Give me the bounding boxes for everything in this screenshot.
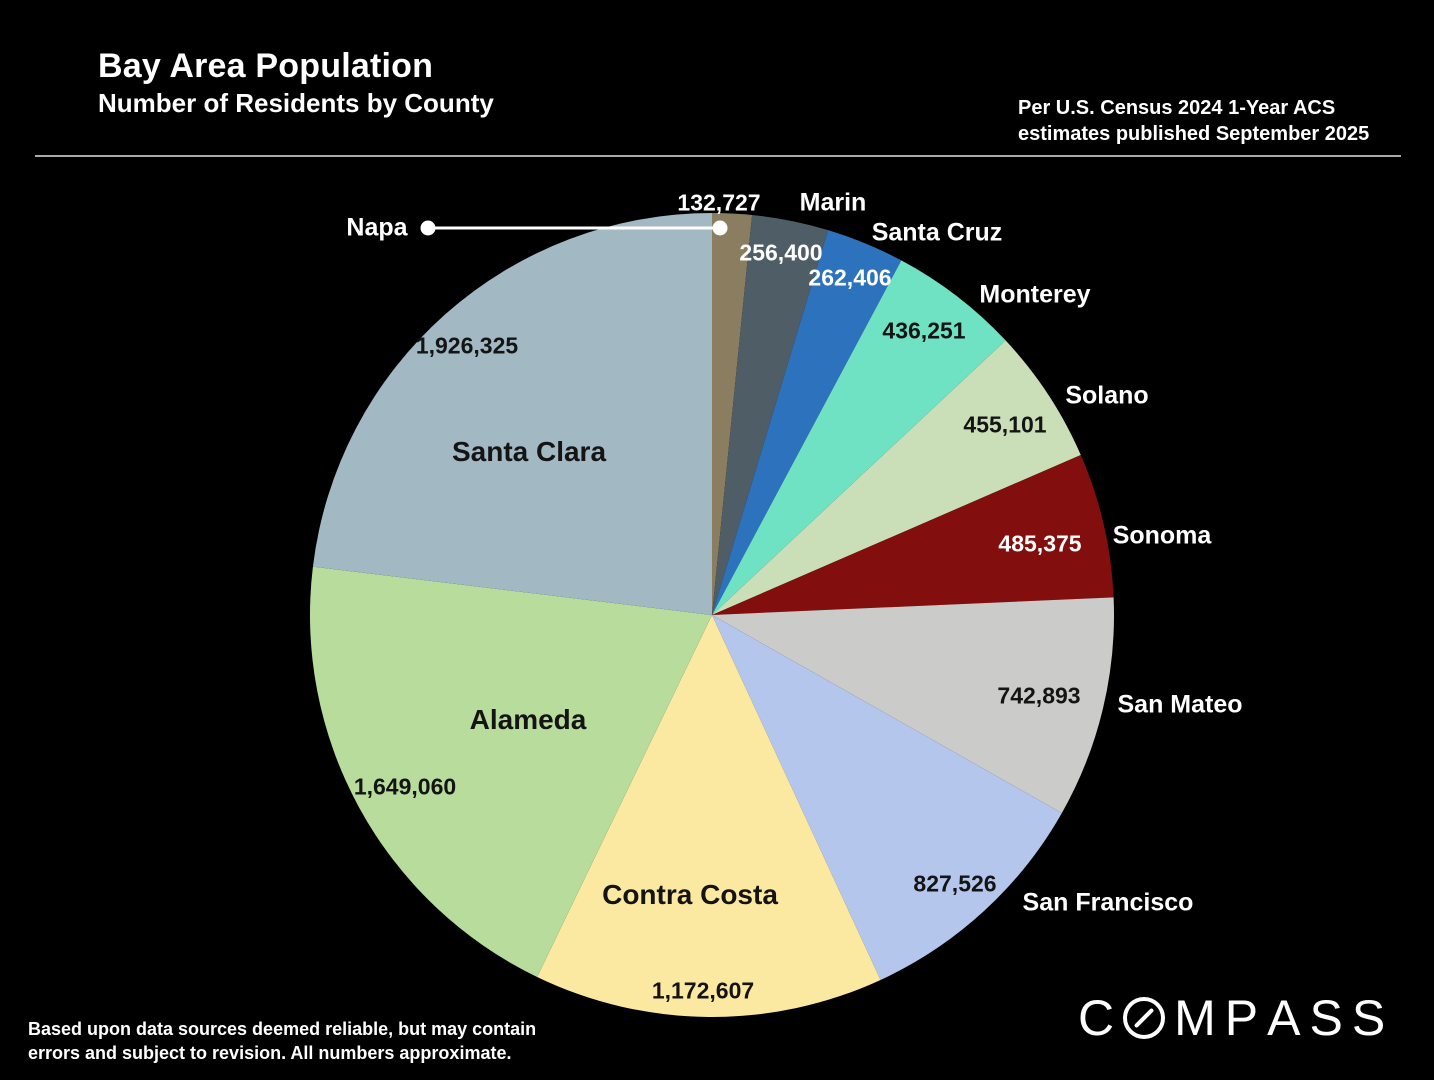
source-note-line1: Per U.S. Census 2024 1-Year ACS bbox=[1018, 97, 1336, 119]
source-note: Per U.S. Census 2024 1-Year ACS estimate… bbox=[1018, 95, 1378, 147]
leader-dot bbox=[712, 220, 728, 236]
value-label-marin: 256,400 bbox=[739, 239, 823, 266]
county-label-san-francisco: San Francisco bbox=[1022, 888, 1194, 917]
county-label-alameda: Alameda bbox=[469, 704, 587, 735]
pie-slice-san-mateo bbox=[712, 597, 1114, 814]
value-label-sonoma: 485,375 bbox=[998, 530, 1082, 557]
pie-slice-san-francisco bbox=[712, 615, 1062, 980]
county-label-monterey: Monterey bbox=[979, 280, 1091, 309]
source-note-line2: estimates published September 2025 bbox=[1018, 123, 1370, 145]
page-subtitle: Number of Residents by County bbox=[98, 88, 494, 118]
disclaimer-line1: Based upon data sources deemed reliable,… bbox=[28, 1019, 537, 1039]
pie-slice-alameda bbox=[309, 566, 712, 977]
value-label-san-francisco: 827,526 bbox=[913, 870, 997, 897]
header-divider bbox=[35, 155, 1401, 157]
compass-letter: A bbox=[1267, 990, 1301, 1046]
county-label-sonoma: Sonoma bbox=[1112, 521, 1212, 550]
value-label-santa-cruz: 262,406 bbox=[808, 264, 892, 291]
disclaimer-line2: errors and subject to revision. All numb… bbox=[28, 1043, 512, 1063]
pie-slice-contra-costa bbox=[537, 615, 881, 1018]
county-label-marin: Marin bbox=[799, 188, 867, 217]
pie-slice-solano bbox=[712, 340, 1081, 615]
compass-o-needle-icon bbox=[1123, 997, 1166, 1039]
value-label-alameda: 1,649,060 bbox=[353, 773, 457, 800]
disclaimer: Based upon data sources deemed reliable,… bbox=[28, 1017, 536, 1065]
county-label-santa-cruz: Santa Cruz bbox=[871, 218, 1003, 247]
compass-letter: S bbox=[1351, 990, 1386, 1046]
leader-dot bbox=[420, 220, 436, 236]
value-label-monterey: 436,251 bbox=[882, 317, 966, 344]
county-label-napa: Napa bbox=[346, 213, 408, 242]
pie-slice-napa bbox=[712, 212, 753, 615]
leader-line-napa bbox=[420, 220, 728, 236]
compass-letter: P bbox=[1224, 990, 1259, 1046]
page-title: Bay Area Population bbox=[98, 47, 434, 85]
value-label-san-mateo: 742,893 bbox=[997, 682, 1081, 709]
compass-letter: S bbox=[1309, 990, 1343, 1046]
pie-slice-marin bbox=[712, 215, 829, 615]
value-label-santa-clara: 1,926,325 bbox=[415, 332, 519, 359]
pie-slice-monterey bbox=[712, 260, 1006, 615]
county-label-contra-costa: Contra Costa bbox=[602, 879, 778, 910]
county-label-san-mateo: San Mateo bbox=[1117, 690, 1243, 719]
pie-slice-santa-cruz bbox=[712, 230, 902, 615]
compass-letter: M bbox=[1174, 990, 1216, 1046]
compass-letter: C bbox=[1078, 990, 1115, 1046]
pie-slice-sonoma bbox=[712, 455, 1114, 615]
county-label-solano: Solano bbox=[1065, 381, 1149, 410]
value-label-solano: 455,101 bbox=[963, 411, 1047, 438]
value-label-napa: 132,727 bbox=[677, 189, 761, 216]
pie-slice-santa-clara bbox=[312, 213, 712, 615]
county-label-santa-clara: Santa Clara bbox=[451, 436, 607, 467]
value-label-contra-costa: 1,172,607 bbox=[651, 977, 755, 1004]
